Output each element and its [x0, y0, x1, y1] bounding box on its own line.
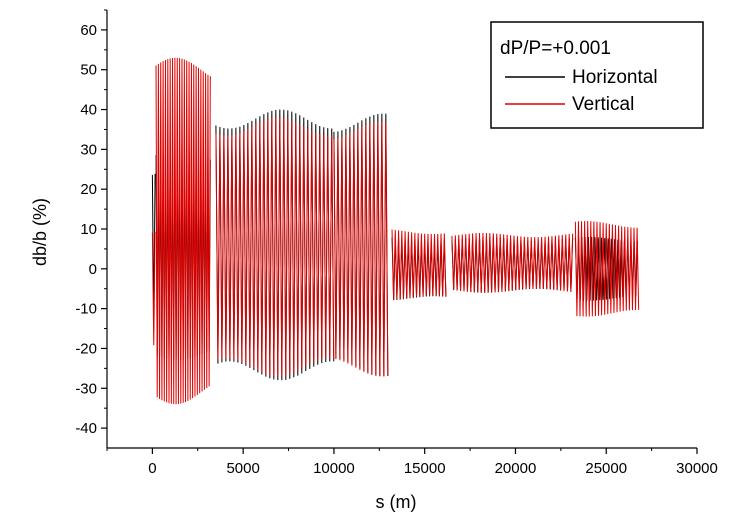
- x-tick-label: 10000: [313, 460, 355, 477]
- y-tick-label: 0: [89, 261, 97, 278]
- series-layer: [151, 57, 640, 405]
- y-tick-label: 30: [80, 141, 97, 158]
- y-axis-label: db/b (%): [30, 198, 50, 266]
- x-tick-label: 15000: [404, 460, 446, 477]
- legend-box: [490, 21, 704, 129]
- axes-layer: 0 5000 10000 15000 20000 25000 30000 -40 -30 -20 -…: [75, 9, 718, 477]
- y-tick-label: 20: [80, 181, 97, 198]
- legend-label-vertical: Vertical: [572, 94, 634, 115]
- x-tick-label: 30000: [676, 460, 718, 477]
- y-tick-label: 50: [80, 62, 97, 79]
- series-line-vertical: [151, 57, 640, 405]
- y-tick-label: -20: [75, 340, 97, 357]
- x-tick-label: 5000: [226, 460, 259, 477]
- x-tick-label: 0: [148, 460, 156, 477]
- y-tick-label: -40: [75, 420, 97, 437]
- y-tick-label: -10: [75, 301, 97, 318]
- y-tick-label: -30: [75, 380, 97, 397]
- legend-label-horizontal: Horizontal: [572, 67, 658, 88]
- y-tick-label: 60: [80, 22, 97, 39]
- x-tick-label: 20000: [495, 460, 537, 477]
- legend: dP/P=+0.001 Horizontal Vertical: [490, 21, 704, 129]
- x-tick-label: 25000: [585, 460, 627, 477]
- y-tick-label: 40: [80, 102, 97, 119]
- x-axis-label: s (m): [376, 492, 417, 512]
- y-tick-label: 10: [80, 221, 97, 238]
- legend-title: dP/P=+0.001: [500, 38, 611, 59]
